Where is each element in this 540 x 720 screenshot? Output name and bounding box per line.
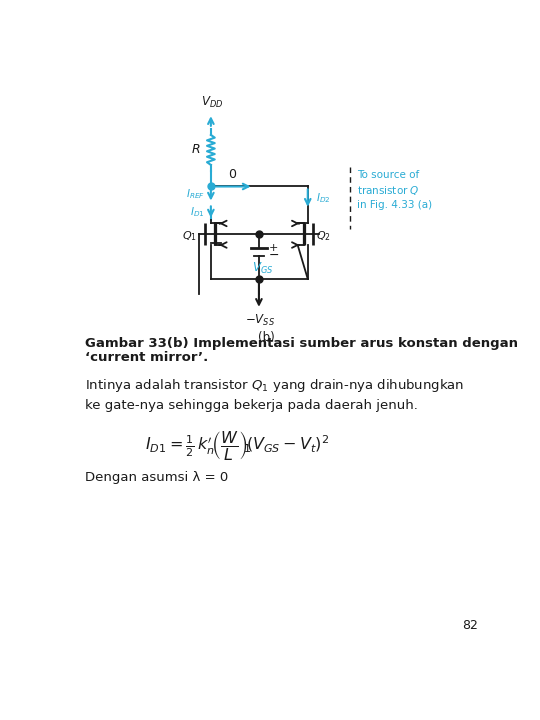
Text: −: − — [269, 249, 280, 262]
Text: $I_{D1} = \frac{1}{2}\,k^{\prime}_{n}\!\left(\dfrac{W}{L}\right)_{\!\!1}\!\!(V_{: $I_{D1} = \frac{1}{2}\,k^{\prime}_{n}\!\… — [145, 429, 329, 462]
Text: $V_{DD}$: $V_{DD}$ — [201, 95, 224, 110]
Text: +: + — [269, 243, 279, 253]
Text: 0: 0 — [228, 168, 237, 181]
Text: Dengan asumsi λ = 0: Dengan asumsi λ = 0 — [85, 472, 228, 485]
Text: $I_{D2}$: $I_{D2}$ — [315, 191, 330, 205]
Text: Intinya adalah transistor $Q_1$ yang drain-nya dihubungkan
ke gate-nya sehingga : Intinya adalah transistor $Q_1$ yang dra… — [85, 377, 464, 412]
Text: To source of
transistor $Q$
in Fig. 4.33 (a): To source of transistor $Q$ in Fig. 4.33… — [356, 169, 431, 210]
Text: $V_{GS}$: $V_{GS}$ — [252, 261, 273, 276]
Text: (b): (b) — [258, 331, 275, 344]
Text: $-V_{SS}$: $-V_{SS}$ — [246, 312, 275, 328]
Text: ‘current mirror’.: ‘current mirror’. — [85, 351, 208, 364]
Text: $I_{REF}$: $I_{REF}$ — [186, 187, 205, 201]
Text: 82: 82 — [463, 618, 478, 631]
Text: $I_{D1}$: $I_{D1}$ — [190, 205, 205, 219]
Text: $R$: $R$ — [191, 143, 200, 156]
Text: $Q_1$: $Q_1$ — [181, 229, 197, 243]
Text: $Q_2$: $Q_2$ — [316, 229, 330, 243]
Text: Gambar 33(b) Implementasi sumber arus konstan dengan: Gambar 33(b) Implementasi sumber arus ko… — [85, 337, 517, 350]
